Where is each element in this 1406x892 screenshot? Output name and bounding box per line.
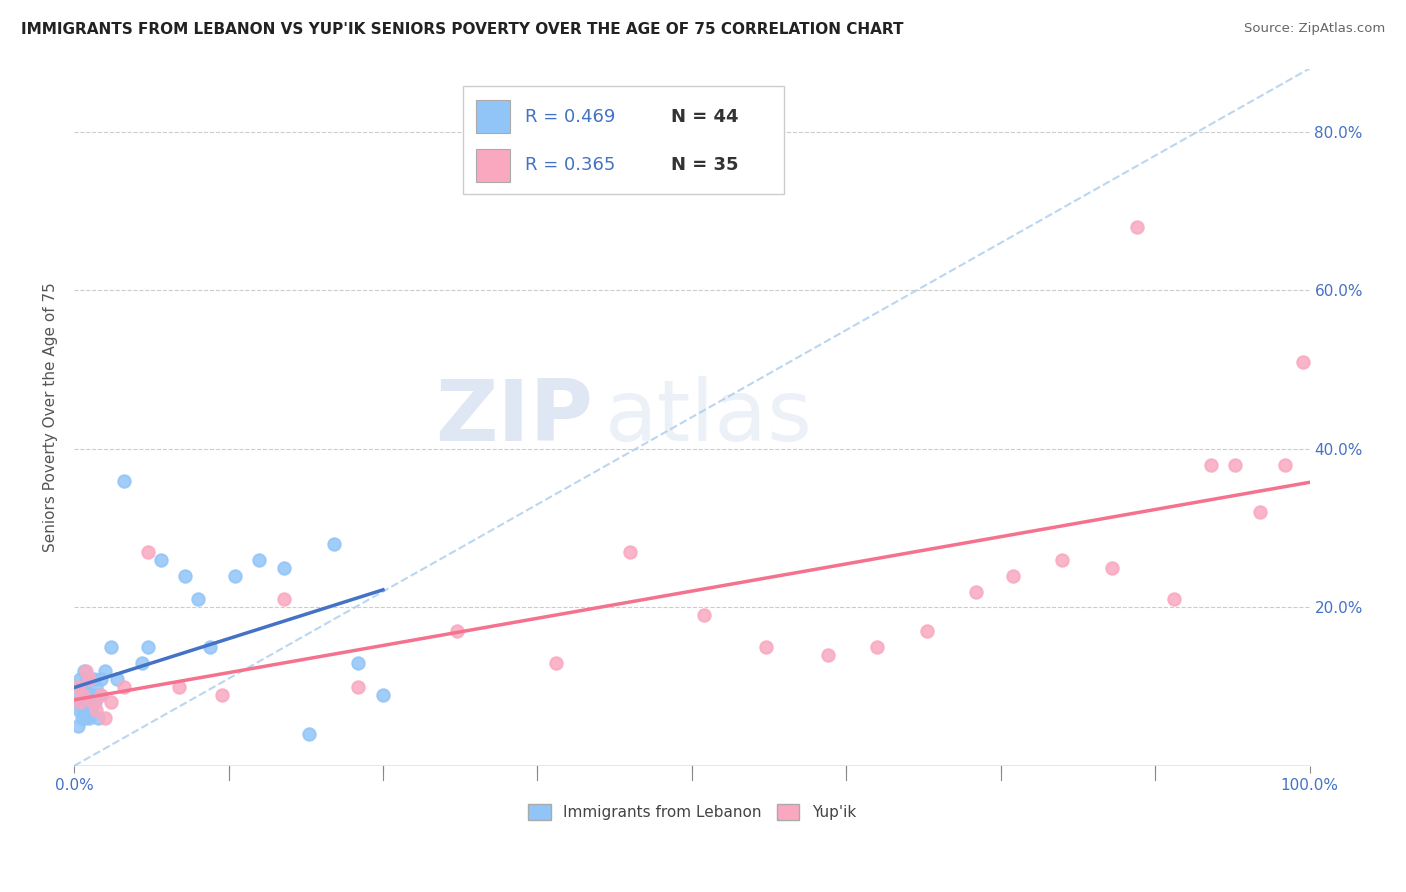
Point: [174, 568, 197, 582]
Point: [347, 680, 370, 694]
Point: [65, 688, 87, 702]
Point: [1225, 458, 1247, 472]
FancyBboxPatch shape: [463, 86, 785, 194]
Point: [70, 680, 93, 694]
Point: [619, 545, 641, 559]
Point: [75, 672, 97, 686]
Point: [94, 664, 117, 678]
Text: N = 44: N = 44: [671, 108, 738, 126]
Point: [1249, 505, 1271, 519]
Point: [82, 696, 104, 710]
Point: [755, 640, 778, 654]
Point: [75, 680, 97, 694]
Point: [298, 727, 321, 741]
Point: [73, 696, 96, 710]
Point: [90, 672, 112, 686]
Point: [131, 656, 153, 670]
Point: [72, 703, 94, 717]
Point: [1274, 458, 1296, 472]
Point: [79, 696, 101, 710]
Point: [90, 688, 112, 702]
Text: R = 0.469: R = 0.469: [524, 108, 616, 126]
Point: [84, 696, 107, 710]
Point: [247, 553, 270, 567]
Point: [86, 680, 108, 694]
Point: [77, 711, 100, 725]
Point: [866, 640, 889, 654]
Point: [693, 608, 716, 623]
Point: [915, 624, 938, 639]
Point: [66, 680, 89, 694]
Point: [72, 688, 94, 702]
Point: [77, 672, 100, 686]
Point: [82, 688, 104, 702]
Point: [112, 474, 135, 488]
Point: [136, 545, 159, 559]
Point: [100, 640, 122, 654]
Point: [273, 592, 295, 607]
Point: [371, 688, 394, 702]
Point: [72, 688, 94, 702]
Point: [1052, 553, 1074, 567]
Point: [76, 688, 98, 702]
Point: [86, 711, 108, 725]
Point: [1125, 219, 1147, 234]
Y-axis label: Seniors Poverty Over the Age of 75: Seniors Poverty Over the Age of 75: [44, 283, 58, 552]
Text: atlas: atlas: [606, 376, 813, 458]
Point: [69, 672, 91, 686]
Legend: Immigrants from Lebanon, Yup'ik: Immigrants from Lebanon, Yup'ik: [523, 799, 860, 824]
Point: [67, 703, 90, 717]
Point: [167, 680, 190, 694]
Point: [1199, 458, 1222, 472]
Point: [347, 656, 370, 670]
Point: [75, 711, 97, 725]
Point: [1001, 568, 1024, 582]
Point: [149, 553, 172, 567]
Text: N = 35: N = 35: [671, 156, 738, 175]
Point: [75, 664, 97, 678]
Point: [1163, 592, 1185, 607]
Point: [273, 561, 295, 575]
Point: [198, 640, 221, 654]
Point: [224, 568, 246, 582]
Text: IMMIGRANTS FROM LEBANON VS YUP'IK SENIORS POVERTY OVER THE AGE OF 75 CORRELATION: IMMIGRANTS FROM LEBANON VS YUP'IK SENIOR…: [21, 22, 904, 37]
Point: [73, 664, 96, 678]
Text: Source: ZipAtlas.com: Source: ZipAtlas.com: [1244, 22, 1385, 36]
Point: [75, 696, 97, 710]
Point: [544, 656, 567, 670]
Point: [80, 703, 103, 717]
Point: [112, 680, 135, 694]
Point: [69, 696, 91, 710]
Point: [83, 672, 105, 686]
Point: [94, 711, 117, 725]
Point: [87, 688, 110, 702]
Point: [66, 719, 89, 733]
Point: [446, 624, 468, 639]
Bar: [475, 149, 510, 182]
Point: [70, 711, 93, 725]
Point: [187, 592, 209, 607]
Bar: [475, 100, 510, 134]
Point: [136, 640, 159, 654]
Point: [76, 703, 98, 717]
Point: [86, 703, 108, 717]
Point: [1101, 561, 1123, 575]
Point: [322, 537, 344, 551]
Point: [817, 648, 839, 662]
Text: ZIP: ZIP: [436, 376, 593, 458]
Text: R = 0.365: R = 0.365: [524, 156, 616, 175]
Point: [100, 696, 122, 710]
Point: [69, 696, 91, 710]
Point: [105, 672, 128, 686]
Point: [211, 688, 233, 702]
Point: [965, 584, 987, 599]
Point: [1292, 355, 1315, 369]
